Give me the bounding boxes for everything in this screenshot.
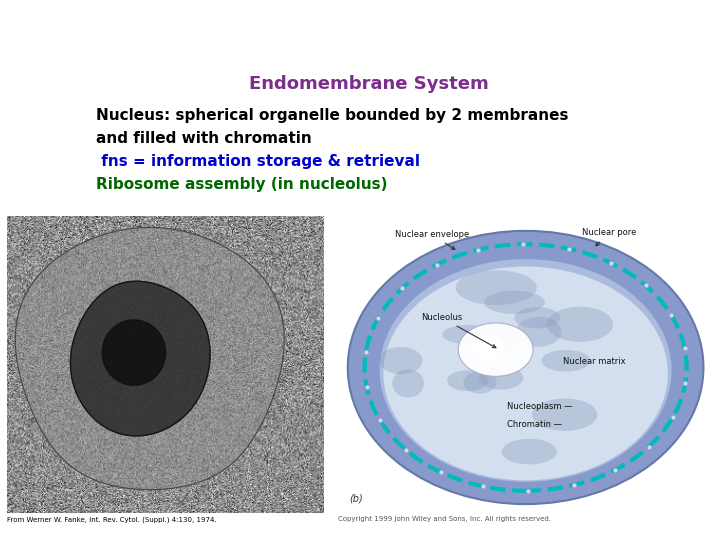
Ellipse shape <box>472 335 505 359</box>
Ellipse shape <box>442 325 495 345</box>
Ellipse shape <box>502 439 557 464</box>
Text: (b): (b) <box>350 493 364 503</box>
Ellipse shape <box>447 370 487 391</box>
Text: fns = information storage & retrieval: fns = information storage & retrieval <box>96 154 420 169</box>
Text: From Werner W. Fanke, Int. Rev. Cytol. (Suppl.) 4:130, 1974.: From Werner W. Fanke, Int. Rev. Cytol. (… <box>7 516 217 523</box>
Ellipse shape <box>479 366 523 390</box>
Ellipse shape <box>464 372 497 394</box>
Polygon shape <box>102 320 166 385</box>
Text: Nucleus: spherical organelle bounded by 2 membranes: Nucleus: spherical organelle bounded by … <box>96 109 568 124</box>
Ellipse shape <box>532 399 598 431</box>
Text: Endomembrane System: Endomembrane System <box>249 75 489 93</box>
Text: Nucleoplasm —: Nucleoplasm — <box>507 402 572 411</box>
Text: Ribosome assembly (in nucleolus): Ribosome assembly (in nucleolus) <box>96 177 387 192</box>
Ellipse shape <box>392 369 424 397</box>
Ellipse shape <box>379 347 423 374</box>
Polygon shape <box>15 227 284 490</box>
Ellipse shape <box>458 323 533 376</box>
Ellipse shape <box>383 266 668 481</box>
Ellipse shape <box>379 259 672 482</box>
Ellipse shape <box>469 323 516 355</box>
Text: Nucleolus: Nucleolus <box>420 313 496 348</box>
Ellipse shape <box>484 291 545 314</box>
Text: Nuclear envelope: Nuclear envelope <box>395 230 469 249</box>
Polygon shape <box>71 281 210 436</box>
Ellipse shape <box>516 317 562 347</box>
Ellipse shape <box>541 350 590 372</box>
Ellipse shape <box>456 271 537 305</box>
Text: and filled with chromatin: and filled with chromatin <box>96 131 311 146</box>
Text: Nuclear matrix: Nuclear matrix <box>563 357 626 367</box>
Ellipse shape <box>547 307 613 342</box>
Text: Copyright 1999 John Wiley and Sons, Inc. All rights reserved.: Copyright 1999 John Wiley and Sons, Inc.… <box>338 516 552 522</box>
Ellipse shape <box>514 307 560 328</box>
Text: Nuclear pore: Nuclear pore <box>582 228 636 246</box>
Text: Chromatin —: Chromatin — <box>507 420 562 429</box>
Ellipse shape <box>348 231 703 504</box>
